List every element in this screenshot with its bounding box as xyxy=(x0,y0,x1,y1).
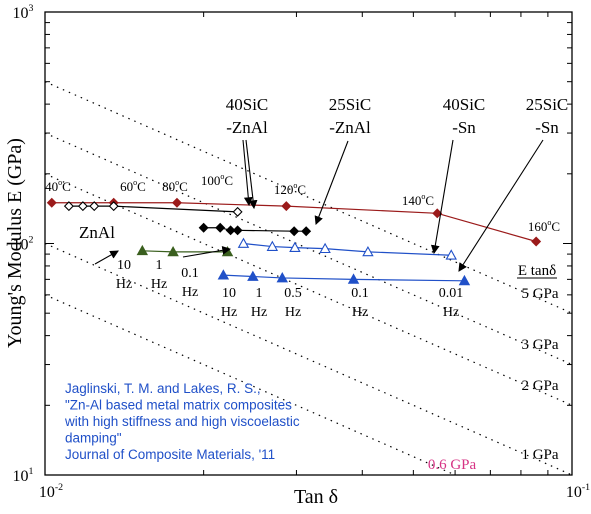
reference-lines: 5 GPa 3 GPa 2 GPa 1 GPa 0.6 GPa E tanδ xyxy=(44,81,573,476)
freq-a-unit-1: Hz xyxy=(151,277,167,292)
series-5-point-2 xyxy=(276,272,289,283)
series-4-point-1 xyxy=(266,240,279,251)
series-3-point-1 xyxy=(167,245,179,257)
series-4-point-3 xyxy=(319,242,331,254)
series-2-point-2 xyxy=(225,225,236,236)
material-label-0-line2: -ZnAl xyxy=(226,118,268,137)
series-4-point-5 xyxy=(445,249,457,260)
freq-b-value-1: 1 xyxy=(256,286,263,301)
y-tick-label-1: 102 xyxy=(13,234,34,253)
material-label-2-line1: 40SiC xyxy=(443,95,486,114)
freq-b-unit-0: Hz xyxy=(221,305,237,320)
material-label-1-line1: 25SiC xyxy=(329,95,372,114)
series-0-point-3 xyxy=(281,201,292,212)
annotation-arrow-5 xyxy=(94,250,119,265)
material-label-0-line1: 40SiC xyxy=(226,95,269,114)
series-2-point-0 xyxy=(198,222,209,233)
freq-b-unit-4: Hz xyxy=(443,305,459,320)
reference-line-1 xyxy=(44,132,573,366)
freq-b-value-3: 0.1 xyxy=(351,286,369,301)
series-5-point-1 xyxy=(247,270,259,281)
series-line-0 xyxy=(51,202,537,243)
reference-label-2: 2 GPa xyxy=(521,378,558,394)
series-0-point-4 xyxy=(432,208,443,219)
freq-a-unit-2: Hz xyxy=(182,285,198,300)
series-2-point-1 xyxy=(215,222,226,233)
series-2-point-4 xyxy=(289,226,300,237)
annotation-arrow-3 xyxy=(430,139,454,255)
x-tick-label-0: 10-2 xyxy=(39,482,63,501)
y-axis-label: Young's Modulus E (GPa) xyxy=(4,138,26,348)
freq-a-value-0: 10 xyxy=(117,258,131,273)
reference-label-4: 0.6 GPa xyxy=(428,457,477,473)
temp-label-5: 140oC xyxy=(402,192,434,208)
citation-line-4: Journal of Composite Materials, '11 xyxy=(65,447,275,462)
citation-line-3: damping" xyxy=(65,431,122,446)
temp-label-6: 160oC xyxy=(528,218,560,234)
temp-label-2: 80oC xyxy=(162,178,188,194)
temp-label-3: 100oC xyxy=(201,172,233,188)
annotation-arrow-1 xyxy=(245,139,258,210)
series-4-point-4 xyxy=(362,245,374,257)
series-line-5 xyxy=(223,274,465,282)
annotation-arrow-2 xyxy=(314,140,349,226)
temp-label-4: 120oC xyxy=(274,181,306,197)
material-label-1-line2: -ZnAl xyxy=(329,118,371,137)
annotation-labels: 40oC 60oC 80oC 100oC 120oC 140oC 160oC 40SiC -Zn… xyxy=(45,95,568,462)
freq-a-value-1: 1 xyxy=(156,258,163,273)
freq-b-value-0: 10 xyxy=(222,286,236,301)
series-4-point-2 xyxy=(289,241,301,252)
freq-b-unit-1: Hz xyxy=(251,305,267,320)
series-1-point-4 xyxy=(232,206,243,217)
annotation-arrow-4 xyxy=(458,139,544,272)
freq-b-value-4: 0.01 xyxy=(439,286,464,301)
series-layer xyxy=(46,197,542,286)
annotation-arrow-0 xyxy=(242,139,253,207)
freq-b-value-2: 0.5 xyxy=(284,286,302,301)
series-1-point-2 xyxy=(89,201,100,212)
series-4-point-0 xyxy=(237,237,250,248)
material-label-3-line2: -Sn xyxy=(535,118,559,137)
freq-b-unit-3: Hz xyxy=(352,305,368,320)
series-2-point-5 xyxy=(301,226,312,237)
series-line-4 xyxy=(243,242,452,256)
freq-b-unit-2: Hz xyxy=(285,305,301,320)
series-5-point-3 xyxy=(347,273,360,284)
annotation-arrows xyxy=(94,139,544,272)
freq-a-unit-0: Hz xyxy=(116,277,132,292)
citation-line-1: "Zn-Al based metal matrix composites xyxy=(65,398,292,413)
series-0-point-0 xyxy=(46,197,57,208)
series-1-point-0 xyxy=(63,201,74,212)
series-3-point-0 xyxy=(136,244,149,256)
series-0-point-5 xyxy=(531,236,542,247)
material-label-3-line1: 25SiC xyxy=(526,95,569,114)
citation-line-0: Jaglinski, T. M. and Lakes, R. S., xyxy=(65,381,261,396)
reference-label-0: 5 GPa xyxy=(521,286,558,302)
series-5-point-0 xyxy=(217,269,230,280)
series-1-point-3 xyxy=(108,201,119,212)
freq-a-value-2: 0.1 xyxy=(181,266,199,281)
series-5-point-4 xyxy=(458,274,471,286)
y-tick-label-0: 101 xyxy=(13,466,34,485)
series-2-point-3 xyxy=(232,225,243,236)
temp-label-0: 40oC xyxy=(45,178,71,194)
reference-label-1: 3 GPa xyxy=(521,337,558,353)
x-axis-label: Tan δ xyxy=(294,486,338,508)
temp-label-1: 60oC xyxy=(120,178,146,194)
material-label-4-line1: ZnAl xyxy=(79,223,115,242)
material-label-2-line2: -Sn xyxy=(452,118,476,137)
annotation-arrow-6 xyxy=(182,245,232,258)
reference-header: E tanδ xyxy=(518,263,556,279)
citation-line-2: with high stiffness and high viscoelasti… xyxy=(64,414,300,429)
x-tick-label-1: 10-1 xyxy=(566,482,590,501)
reference-label-3: 1 GPa xyxy=(521,447,558,463)
series-0-point-2 xyxy=(171,197,182,208)
series-1-point-1 xyxy=(77,201,88,212)
y-tick-label-2: 103 xyxy=(13,3,34,22)
